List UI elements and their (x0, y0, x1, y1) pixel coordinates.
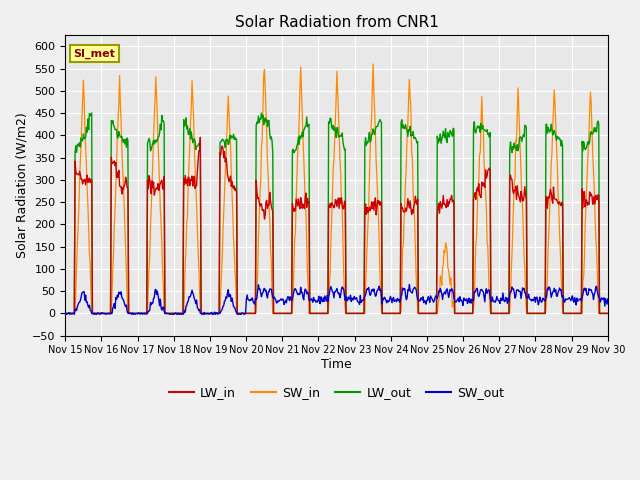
Legend: LW_in, SW_in, LW_out, SW_out: LW_in, SW_in, LW_out, SW_out (164, 382, 509, 405)
Y-axis label: Solar Radiation (W/m2): Solar Radiation (W/m2) (15, 113, 28, 258)
Title: Solar Radiation from CNR1: Solar Radiation from CNR1 (235, 15, 438, 30)
X-axis label: Time: Time (321, 358, 352, 371)
Text: SI_met: SI_met (74, 48, 115, 59)
